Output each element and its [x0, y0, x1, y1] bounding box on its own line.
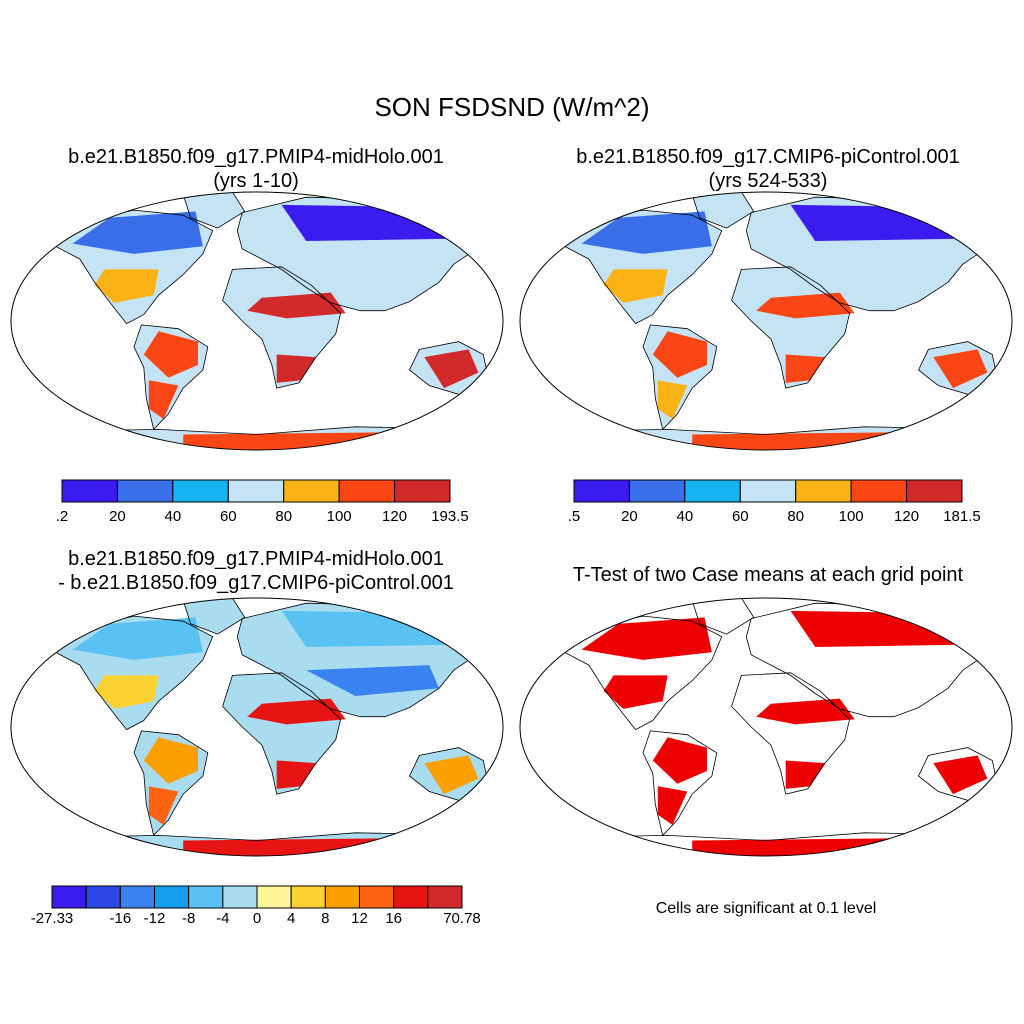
colorbar-tick-label: -16 [109, 910, 132, 927]
coastline-samerica [133, 730, 209, 837]
colorbar-tick-label: 193.5 [431, 508, 469, 525]
value-patch [756, 292, 855, 319]
value-patch [657, 380, 688, 419]
coastline-africa [731, 672, 851, 795]
value-patch [756, 698, 855, 725]
colorbar-tick-label: -12 [143, 910, 166, 927]
value-patch [276, 760, 316, 789]
value-patch [790, 610, 983, 647]
value-patch [603, 675, 668, 709]
coastline-samerica [642, 324, 718, 431]
colorbar-tick-label: 100 [838, 508, 864, 525]
value-patch [652, 737, 707, 784]
colorbar-tick-label: 60 [731, 508, 749, 525]
value-patch [933, 755, 988, 795]
value-patch [183, 431, 454, 450]
coastline-namerica [49, 209, 214, 325]
value-patch [581, 617, 712, 660]
value-patch [148, 380, 179, 419]
value-patch [790, 204, 983, 241]
coastline-namerica [558, 209, 723, 325]
colorbar-tick-label: 0 [252, 910, 262, 927]
panel-title-case2: b.e21.B1850.f09_g17.CMIP6-piControl.001 [576, 146, 960, 168]
value-patch [143, 331, 198, 378]
value-patch [692, 837, 963, 856]
colorbar-tick-label: -4 [216, 910, 230, 927]
value-patch [247, 292, 346, 319]
colorbar-tick-label: .2 [55, 508, 69, 525]
landmass-greenland [183, 192, 245, 229]
value-patch [785, 760, 825, 789]
coastline-samerica [133, 324, 209, 431]
value-patch [306, 259, 439, 290]
map-case2-frame [519, 191, 1013, 451]
value-patch [148, 786, 179, 825]
coastline-samerica [642, 730, 718, 837]
colorbar-tick-label: 80 [275, 508, 293, 525]
map-diff-frame [10, 597, 504, 857]
landmass-greenland [183, 598, 245, 635]
landmass-greenland [692, 598, 754, 635]
colorbar-tick-label: .5 [567, 508, 581, 525]
coastline-namerica [49, 615, 214, 731]
value-patch [143, 737, 198, 784]
colorbar-tick-label: 4 [286, 910, 296, 927]
colorbar-tick-label: 181.5 [943, 508, 981, 525]
value-patch [94, 269, 159, 303]
coastline-namerica [558, 615, 723, 731]
value-patch [815, 259, 948, 290]
value-patch [183, 837, 454, 856]
colorbar-tick-label: 120 [894, 508, 920, 525]
value-patch [657, 786, 688, 825]
landmass-greenland [692, 192, 754, 229]
map-case1-frame [10, 191, 504, 451]
value-patch [72, 617, 203, 660]
colorbar-tick-label: -27.33 [30, 910, 74, 927]
colorbar-tick-label: 80 [787, 508, 805, 525]
value-patch [276, 354, 316, 383]
panel-subtitle-case2: (yrs 524-533) [708, 170, 828, 192]
colorbar-tick-label: 40 [676, 508, 694, 525]
value-patch [692, 431, 963, 450]
value-patch [603, 269, 668, 303]
colorbar-tick-label: -8 [181, 910, 196, 927]
value-patch [94, 675, 159, 709]
panel-title-diff: b.e21.B1850.f09_g17.PMIP4-midHolo.001 [68, 548, 444, 570]
colorbar-tick-label: 120 [382, 508, 408, 525]
value-patch [785, 354, 825, 383]
panel-title-ttest: T-Test of two Case means at each grid po… [572, 564, 964, 586]
panel-title-case1: b.e21.B1850.f09_g17.PMIP4-midHolo.001 [68, 146, 444, 168]
value-patch [933, 349, 988, 389]
value-patch [281, 204, 474, 241]
map-ttest-frame [519, 597, 1013, 857]
colorbar-tick-label: 20 [621, 508, 638, 525]
colorbar-tick-label: 100 [326, 508, 352, 525]
coastline-africa [222, 266, 342, 389]
colorbar-tick-label: 60 [219, 508, 237, 525]
coastline-africa [731, 266, 851, 389]
value-patch [581, 211, 712, 254]
value-patch [281, 610, 474, 647]
colorbar-tick-label: 8 [321, 910, 330, 927]
value-patch [424, 755, 479, 795]
colorbar-tick-label: 20 [109, 508, 126, 525]
colorbar-tick-label: 70.78 [443, 910, 481, 927]
value-patch [652, 331, 707, 378]
map-diff [11, 598, 503, 856]
coastline-africa [222, 672, 342, 795]
figure-title: SON FSDSND (W/m^2) [374, 92, 650, 122]
colorbar-tick-label: 12 [351, 910, 368, 927]
value-patch [424, 349, 479, 389]
value-patch [247, 698, 346, 725]
panel-subtitle-diff: - b.e21.B1850.f09_g17.CMIP6-piControl.00… [58, 572, 454, 594]
map-case1 [11, 192, 503, 450]
value-patch [72, 211, 203, 254]
colorbar-tick-label: 16 [385, 910, 402, 927]
value-patch [306, 665, 439, 696]
panel-subtitle-case1: (yrs 1-10) [213, 170, 299, 192]
significance-note: Cells are significant at 0.1 level [655, 900, 877, 917]
colorbar-tick-label: 40 [164, 508, 182, 525]
